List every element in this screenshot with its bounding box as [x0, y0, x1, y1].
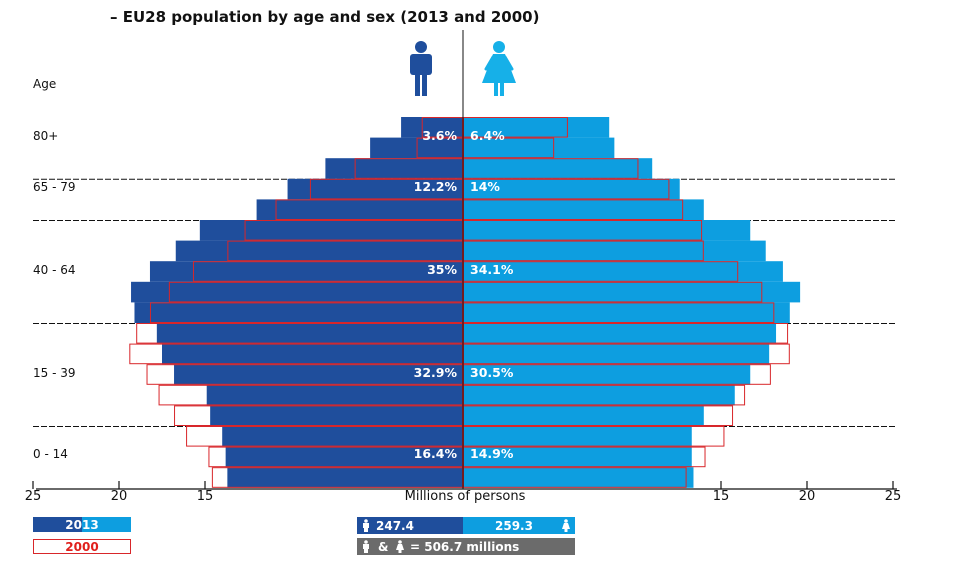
female-share-label: 30.5%	[470, 365, 514, 380]
share-labels: 3.6% 6.4% 12.2% 14% 35% 34.1% 32.9% 30.5% 16.4% 1…	[414, 128, 514, 461]
bar-male-2013-40-44	[134, 302, 464, 323]
male-total-bar	[357, 517, 463, 534]
female-share-label: 34.1%	[470, 262, 514, 277]
x-tick-label: 20	[111, 489, 128, 504]
x-axis-ticks: 25 20 15 15 20 25	[25, 481, 902, 504]
x-tick-label: 25	[25, 489, 42, 504]
bar-female-2013-80-84	[463, 137, 615, 159]
bar-male-2013-10-14	[222, 426, 463, 447]
bar-female-2013-60-64	[463, 220, 751, 241]
age-axis-title: Age	[33, 77, 56, 91]
legend-2000-swatch	[33, 539, 131, 554]
bar-female-2013-40-44	[463, 302, 790, 323]
bar-female-2013-70-74	[463, 178, 680, 200]
bar-male-2013-5-9	[225, 446, 463, 468]
population-totals: 247.4 259.3 & = 506.7 millions	[357, 517, 575, 555]
bar-female-2013-45-49	[463, 281, 801, 303]
male-share-label: 35%	[427, 262, 457, 277]
bar-male-2013-0-4	[227, 467, 463, 488]
bar-male-2013-20-24	[206, 384, 463, 406]
bar-male-2013-50-54	[149, 261, 463, 282]
male-share-label: 12.2%	[414, 179, 458, 194]
bar-male-2013-75-79	[325, 158, 463, 179]
bar-female-2013-50-54	[463, 261, 783, 282]
bar-male-2013-55-59	[175, 240, 463, 262]
bar-female-2013-75-79	[463, 158, 653, 179]
legend-2000-label: 2000	[65, 540, 98, 554]
bar-female-2013-25-29	[463, 364, 751, 385]
age-group-label: 80+	[33, 129, 58, 143]
bar-female-2013-65-69	[463, 199, 704, 220]
legend: 2013 2000	[33, 517, 131, 554]
bar-male-2013-15-19	[210, 405, 463, 426]
age-group-label: 0 - 14	[33, 447, 68, 461]
bar-male-2013-25-29	[174, 364, 464, 385]
bar-male-2013-60-64	[199, 220, 463, 241]
combined-ampersand: &	[378, 540, 388, 554]
bar-female-2013-10-14	[463, 426, 692, 447]
x-tick-label: 15	[713, 489, 730, 504]
legend-2013-female-swatch	[82, 517, 131, 532]
bar-female-2013-85+	[463, 117, 610, 138]
age-group-label: 40 - 64	[33, 263, 76, 277]
bar-male-2013-45-49	[131, 281, 464, 303]
age-group-label: 65 - 79	[33, 180, 76, 194]
bar-female-2013-15-19	[463, 405, 704, 426]
x-tick-label: 15	[197, 489, 214, 504]
bar-female-2013-55-59	[463, 240, 766, 262]
x-tick-label: 25	[885, 489, 902, 504]
age-group-labels: 80+ 65 - 79 40 - 64 15 - 39 0 - 14	[33, 129, 76, 461]
female-share-label: 14.9%	[470, 446, 514, 461]
age-group-label: 15 - 39	[33, 366, 76, 380]
male-share-label: 16.4%	[414, 446, 458, 461]
male-mini-icon	[363, 519, 369, 532]
x-tick-label: 20	[799, 489, 816, 504]
female-total-bar	[463, 517, 575, 534]
combined-female-mini-icon	[396, 540, 404, 553]
male-share-label: 32.9%	[414, 365, 458, 380]
bar-male-2013-85+	[401, 117, 463, 138]
x-axis-label: Millions of persons	[405, 489, 526, 504]
male-total-value: 247.4	[376, 519, 414, 533]
female-total-value: 259.3	[495, 519, 533, 533]
male-figure-icon	[410, 41, 432, 96]
female-share-label: 6.4%	[470, 128, 505, 143]
bar-female-2013-30-34	[463, 343, 770, 365]
female-share-label: 14%	[470, 179, 500, 194]
bar-male-2013-80-84	[370, 137, 463, 159]
female-mini-icon	[562, 519, 570, 532]
bar-male-2013-35-39	[156, 323, 463, 344]
combined-male-mini-icon	[363, 540, 369, 553]
female-figure-icon	[482, 41, 516, 96]
bar-female-2013-20-24	[463, 384, 735, 406]
bar-male-2013-30-34	[162, 343, 463, 365]
male-share-label: 3.6%	[422, 128, 457, 143]
legend-2013-label: 2013	[65, 518, 98, 532]
legend-2013-male-swatch	[33, 517, 82, 532]
combined-total-value: = 506.7 millions	[410, 540, 519, 554]
bar-male-2013-70-74	[287, 178, 463, 200]
bar-female-2013-35-39	[463, 323, 777, 344]
combined-total-bar	[357, 538, 575, 555]
bars-2013	[131, 117, 801, 488]
chart-title: – EU28 population by age and sex (2013 a…	[110, 8, 539, 26]
bar-female-2013-5-9	[463, 446, 692, 468]
bar-male-2013-65-69	[256, 199, 463, 220]
bar-female-2013-0-4	[463, 467, 694, 488]
